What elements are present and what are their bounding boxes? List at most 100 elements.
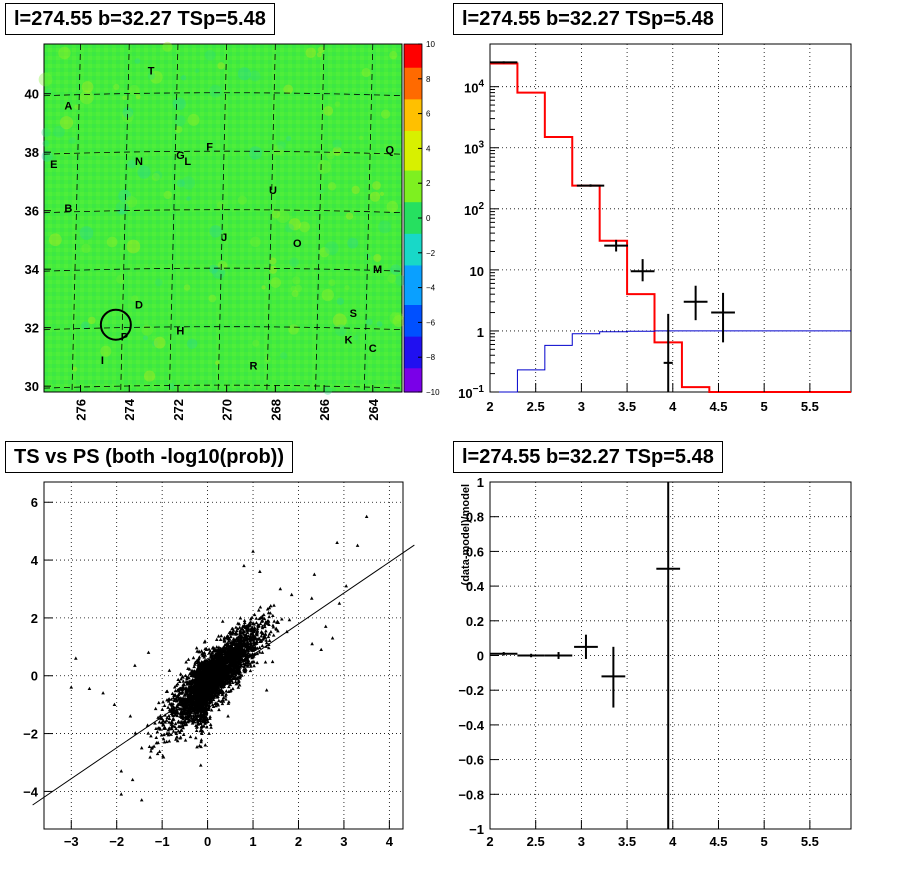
noise-blob bbox=[286, 135, 292, 142]
scatter-point bbox=[238, 650, 242, 654]
scatter-point bbox=[255, 626, 260, 630]
scatter-point bbox=[211, 704, 216, 709]
noise-blob bbox=[316, 51, 323, 58]
noise-blob bbox=[292, 276, 301, 285]
scatter-point bbox=[194, 646, 199, 650]
noise-blob bbox=[332, 146, 342, 156]
scatter-point bbox=[248, 640, 253, 644]
source-label: I bbox=[101, 355, 104, 367]
noise-blob bbox=[208, 264, 219, 274]
scatter-point bbox=[192, 696, 197, 700]
noise-blob bbox=[365, 318, 373, 326]
colorbar-tick-label: −10 bbox=[426, 388, 440, 397]
target-marker-circle bbox=[99, 308, 132, 341]
scatter-point bbox=[213, 686, 217, 690]
y-tick-label: 104 bbox=[464, 79, 484, 96]
scatter-point bbox=[163, 720, 168, 724]
scatter-point bbox=[251, 549, 255, 553]
scatter-point bbox=[214, 691, 218, 695]
scatter-point bbox=[260, 618, 265, 622]
y-tick-label: 40 bbox=[25, 87, 39, 102]
scatter-point bbox=[193, 660, 198, 664]
scatter-point bbox=[216, 692, 221, 696]
scatter-point bbox=[191, 713, 196, 717]
noise-blob bbox=[100, 345, 112, 357]
y-tick-label: 0 bbox=[31, 669, 38, 684]
scatter-point bbox=[201, 701, 206, 706]
scatter-point bbox=[177, 679, 182, 684]
scatter-point bbox=[178, 707, 182, 711]
scatter-point bbox=[238, 676, 242, 680]
noise-blob bbox=[72, 366, 78, 372]
scatter-point bbox=[202, 713, 207, 718]
scatter-point bbox=[242, 667, 246, 671]
scatter-point bbox=[239, 657, 244, 661]
noise-blob bbox=[79, 90, 94, 105]
scatter-point bbox=[231, 649, 235, 653]
scatter-point bbox=[271, 625, 276, 629]
scatter-point bbox=[205, 725, 209, 729]
latitude-line bbox=[43, 326, 403, 331]
scatter-point bbox=[217, 690, 222, 694]
noise-blob bbox=[288, 218, 301, 231]
scatter-point bbox=[184, 705, 188, 710]
scatter-point bbox=[250, 655, 254, 660]
scatter-point bbox=[228, 682, 233, 687]
noise-blob bbox=[126, 239, 141, 254]
scatter-point bbox=[146, 650, 151, 654]
colorbar-cell bbox=[404, 99, 422, 108]
scatter-point bbox=[172, 685, 177, 689]
colorbar-cell bbox=[404, 368, 422, 377]
scatter-point bbox=[220, 689, 225, 694]
scatter-point bbox=[235, 656, 240, 660]
scatter-point bbox=[236, 642, 241, 646]
scatter-point bbox=[208, 670, 213, 675]
scatter-point bbox=[232, 666, 236, 671]
scatter-point bbox=[190, 680, 195, 684]
noise-blob bbox=[212, 265, 226, 279]
noise-blob bbox=[58, 46, 71, 60]
noise-blob bbox=[217, 260, 228, 271]
noise-blob bbox=[305, 47, 317, 59]
colorbar-cell bbox=[404, 249, 422, 259]
scatter-point bbox=[249, 664, 253, 668]
scatter-point bbox=[167, 720, 171, 724]
colorbar-cell bbox=[404, 44, 422, 53]
scatter-point bbox=[211, 676, 216, 680]
spectrum-title: l=274.55 b=32.27 TSp=5.48 bbox=[453, 3, 723, 35]
x-tick-label: −2 bbox=[109, 834, 124, 849]
scatter-point bbox=[202, 692, 207, 696]
scatter-point bbox=[189, 700, 194, 704]
colorbar-cell bbox=[404, 312, 422, 322]
y-tick-label: −0.6 bbox=[458, 753, 484, 768]
colorbar-cell bbox=[404, 289, 422, 298]
scatter-point bbox=[156, 700, 161, 705]
scatter-point bbox=[167, 713, 171, 718]
scatter-point bbox=[194, 698, 199, 703]
source-label: U bbox=[269, 185, 277, 197]
scatter-point bbox=[210, 662, 215, 666]
x-tick-label: 4 bbox=[669, 834, 677, 849]
scatter-point bbox=[182, 708, 186, 713]
x-tick-label: 4 bbox=[669, 399, 677, 414]
noise-blob bbox=[131, 295, 139, 303]
x-tick-label: 2 bbox=[486, 834, 493, 849]
colorbar-cell bbox=[404, 59, 422, 69]
colorbar-tick-label: −8 bbox=[426, 353, 436, 362]
x-tick-label: −1 bbox=[155, 834, 170, 849]
colorbar-tick-label: −4 bbox=[426, 284, 436, 293]
scatter-point bbox=[209, 683, 214, 687]
noise-blob bbox=[395, 275, 406, 286]
scatter-point bbox=[205, 716, 210, 721]
scatter-point bbox=[335, 540, 339, 545]
scatter-point bbox=[166, 699, 171, 703]
y-tick-label: −0.2 bbox=[458, 683, 484, 698]
scatter-point bbox=[183, 711, 188, 716]
scatter-point bbox=[207, 704, 211, 709]
scatter-point bbox=[310, 641, 314, 646]
scatter-point bbox=[232, 637, 236, 641]
scatter-point bbox=[181, 712, 186, 716]
scatter-point bbox=[207, 731, 211, 735]
x-tick-label: 3 bbox=[578, 399, 585, 414]
noise-blob bbox=[163, 190, 172, 200]
